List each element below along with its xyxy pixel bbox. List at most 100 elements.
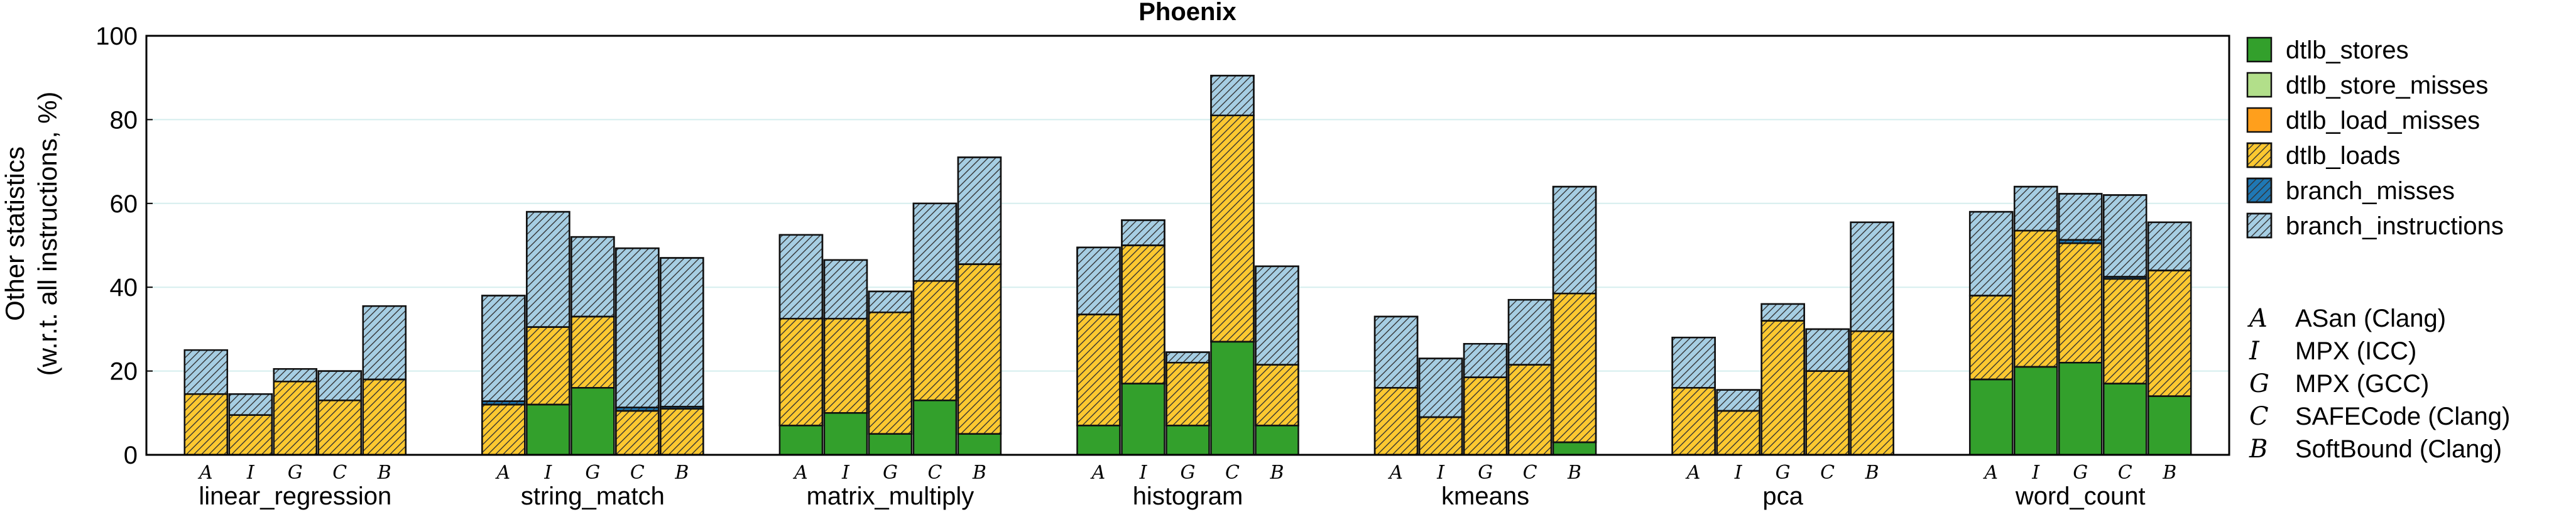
bar-letter-linear_regression-C: C (332, 462, 347, 484)
bar-word_count-I-dtlb_loads-hatch (2013, 229, 2058, 368)
bar-linear_regression-I-branch_instructions-hatch (228, 393, 273, 416)
bar-pca-G-branch_instructions-hatch (1760, 303, 1805, 322)
bar-letter-matrix_multiply-B: B (972, 462, 986, 484)
bar-pca-A-dtlb_loads-hatch (1671, 387, 1716, 456)
legend-label-dtlb_stores: dtlb_stores (2286, 36, 2409, 64)
variant-letter-G: G (2249, 369, 2269, 398)
bar-letter-histogram-I: I (1139, 462, 1148, 484)
legend-swatch-hatch-branch_misses (2246, 177, 2273, 204)
bar-letter-linear_regression-G: G (288, 462, 303, 484)
bar-letter-string_match-I: I (543, 462, 552, 484)
bar-string_match-A-branch_instructions-hatch (481, 295, 526, 402)
bar-letter-pca-A: A (1685, 462, 1701, 484)
variant-letter-B: B (2249, 435, 2268, 464)
bar-kmeans-G-branch_instructions-hatch (1463, 342, 1508, 378)
y-tick-label-40: 40 (110, 274, 138, 302)
bar-matrix_multiply-B-dtlb_loads-hatch (957, 263, 1002, 435)
bar-string_match-B-dtlb_loads-hatch (660, 408, 704, 456)
bar-letter-kmeans-C: C (1523, 462, 1537, 484)
bar-histogram-I-branch_instructions-hatch (1121, 219, 1165, 246)
bar-word_count-A-branch_instructions-hatch (1968, 210, 2014, 297)
legend-swatch-dtlb_stores (2246, 36, 2273, 63)
bar-letter-kmeans-A: A (1387, 462, 1403, 484)
bar-letter-kmeans-I: I (1436, 462, 1445, 484)
bar-letter-linear_regression-I: I (246, 462, 255, 484)
bar-letter-kmeans-G: G (1478, 462, 1493, 484)
bar-letter-matrix_multiply-G: G (883, 462, 898, 484)
bar-string_match-C-dtlb_loads-hatch (615, 410, 660, 456)
bar-letter-string_match-B: B (674, 462, 689, 484)
bar-letter-matrix_multiply-I: I (841, 462, 850, 484)
bar-matrix_multiply-C-branch_instructions-hatch (912, 202, 958, 282)
bar-letter-word_count-G: G (2073, 462, 2088, 484)
bar-linear_regression-G-branch_instructions-hatch (273, 368, 318, 383)
bar-string_match-I-branch_instructions-hatch (526, 210, 570, 328)
bar-pca-G-dtlb_loads-hatch (1760, 320, 1805, 456)
bar-letter-kmeans-B: B (1567, 462, 1581, 484)
bar-letter-word_count-A: A (1982, 462, 1998, 484)
bar-letter-matrix_multiply-A: A (792, 462, 808, 484)
y-axis-label-line2: (w.r.t. all instructions, %) (33, 92, 62, 376)
group-label-matrix_multiply: matrix_multiply (807, 482, 974, 510)
bar-matrix_multiply-I-dtlb_loads-hatch (823, 317, 868, 414)
bar-letter-histogram-C: C (1225, 462, 1240, 484)
bar-word_count-G-dtlb_loads-hatch (2058, 242, 2103, 364)
bar-matrix_multiply-C-dtlb_loads-hatch (912, 280, 958, 401)
bar-pca-B-branch_instructions-hatch (1850, 221, 1894, 332)
bar-letter-string_match-C: C (630, 462, 645, 484)
legend-label-dtlb_load_misses: dtlb_load_misses (2286, 107, 2480, 134)
chart-title: Phoenix (1138, 0, 1236, 26)
bar-letter-pca-G: G (1776, 462, 1791, 484)
y-axis-ticks: 0 20 40 60 80 100 (96, 23, 153, 469)
legend-label-dtlb_loads: dtlb_loads (2286, 142, 2400, 170)
variant-label-G: MPX (GCC) (2295, 370, 2429, 398)
legend: dtlb_stores dtlb_store_misses dtlb_load_mi… (2246, 36, 2504, 240)
bar-linear_regression-B-dtlb_loads-hatch (362, 378, 407, 456)
bar-matrix_multiply-C-dtlb_stores (912, 400, 958, 456)
bar-linear_regression-A-dtlb_loads-hatch (183, 393, 229, 456)
bar-linear_regression-G-dtlb_loads-hatch (273, 381, 318, 456)
bar-histogram-A-dtlb_stores (1076, 425, 1121, 456)
variant-letter-C: C (2249, 402, 2269, 431)
bar-linear_regression-A-branch_instructions-hatch (183, 349, 229, 395)
y-axis-label-line1: Other statistics (0, 146, 30, 321)
bar-histogram-C-dtlb_loads-hatch (1210, 114, 1255, 343)
variant-label-C: SAFECode (Clang) (2295, 403, 2510, 430)
bar-word_count-C-dtlb_stores (2102, 383, 2148, 456)
y-tick-label-100: 100 (96, 23, 138, 50)
bar-word_count-B-branch_instructions-hatch (2147, 221, 2192, 271)
group-label-histogram: histogram (1133, 482, 1243, 510)
bar-letter-string_match-G: G (585, 462, 600, 484)
variant-letter-A: A (2247, 304, 2268, 333)
bar-linear_regression-C-branch_instructions-hatch (317, 370, 363, 401)
bar-word_count-A-dtlb_stores (1968, 378, 2014, 456)
bar-matrix_multiply-G-branch_instructions-hatch (868, 290, 913, 313)
bar-histogram-C-branch_instructions-hatch (1210, 75, 1255, 116)
bar-letter-histogram-B: B (1269, 462, 1284, 484)
bar-letter-linear_regression-B: B (377, 462, 391, 484)
legend-swatch-hatch-branch_instructions (2246, 212, 2273, 239)
bar-word_count-G-branch_instructions-hatch (2058, 193, 2103, 241)
bar-letter-histogram-A: A (1090, 462, 1106, 484)
bars-layer (183, 75, 2192, 456)
bar-word_count-C-branch_instructions-hatch (2102, 194, 2148, 278)
bar-histogram-B-dtlb_stores (1255, 425, 1299, 456)
bar-string_match-G-branch_instructions-hatch (570, 236, 615, 318)
bar-histogram-C-dtlb_stores (1210, 340, 1255, 456)
bar-histogram-G-dtlb_stores (1165, 425, 1210, 456)
bar-linear_regression-I-dtlb_loads-hatch (228, 414, 273, 456)
bar-string_match-C-branch_instructions-hatch (615, 247, 660, 408)
bar-matrix_multiply-G-dtlb_loads-hatch (868, 311, 913, 435)
bar-kmeans-I-dtlb_loads-hatch (1418, 416, 1463, 456)
bar-kmeans-G-dtlb_loads-hatch (1463, 376, 1508, 456)
group-label-word_count: word_count (2015, 482, 2146, 510)
plot-frame (145, 35, 2230, 456)
bar-letter-word_count-I: I (2031, 462, 2040, 484)
group-label-kmeans: kmeans (1441, 482, 1529, 510)
bar-word_count-C-dtlb_loads-hatch (2102, 278, 2148, 384)
bar-linear_regression-B-branch_instructions-hatch (362, 305, 407, 381)
bar-kmeans-A-dtlb_loads-hatch (1373, 387, 1419, 456)
bar-histogram-A-dtlb_loads-hatch (1076, 313, 1121, 427)
variant-letter-I: I (2249, 337, 2260, 366)
y-tick-label-0: 0 (124, 442, 138, 469)
